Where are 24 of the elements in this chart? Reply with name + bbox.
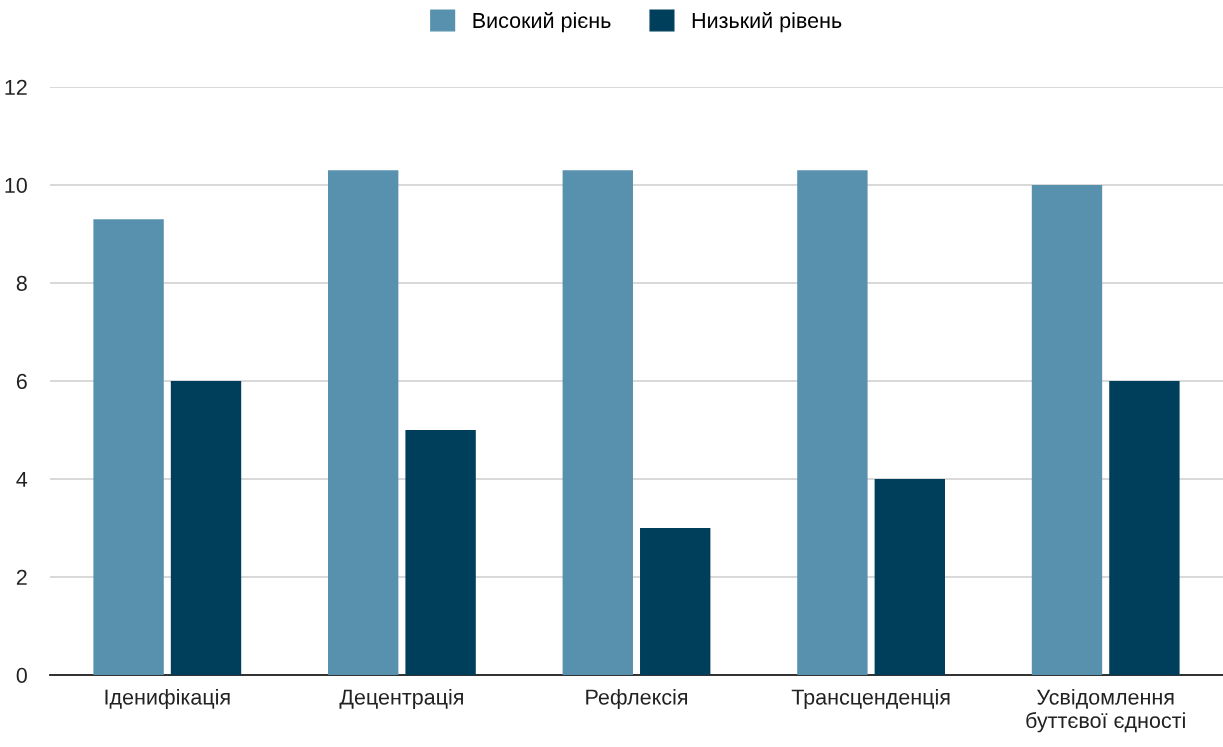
bar [170, 381, 242, 675]
bar [1031, 185, 1103, 675]
bar [562, 170, 633, 675]
bar [640, 528, 711, 675]
legend-label: Низький рівень [692, 11, 842, 33]
y-tick-label: 2 [16, 569, 27, 585]
y-tick-label: 0 [16, 667, 27, 684]
bar [405, 430, 476, 675]
legend-label: Високий рієнь [473, 11, 611, 33]
bar [1109, 381, 1180, 675]
bar [93, 219, 164, 675]
x-tick-label: Рефлексія [586, 688, 688, 709]
bar [328, 170, 399, 675]
bar [797, 170, 868, 675]
y-tick-label: 12 [5, 79, 27, 95]
x-tick-label: Усвідомлення буттєвої єдності [1026, 688, 1185, 733]
bar [874, 479, 945, 675]
y-tick-label: 8 [16, 275, 27, 292]
y-tick-label: 6 [16, 373, 27, 390]
x-tick-label: Іденифікація [105, 688, 230, 709]
y-tick-label: 4 [16, 471, 28, 487]
y-tick-label: 10 [5, 177, 27, 194]
x-tick-label: Децентрація [339, 688, 463, 709]
x-tick-label: Трансценденція [791, 688, 950, 709]
